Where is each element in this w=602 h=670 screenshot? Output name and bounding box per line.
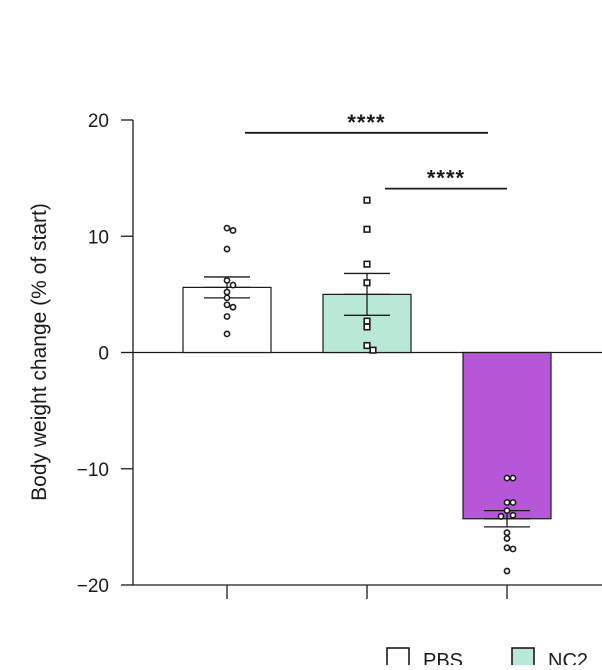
bars — [182, 286, 552, 520]
data-point — [229, 281, 237, 289]
significance-label: **** — [347, 110, 385, 135]
data-point — [503, 544, 511, 552]
y-tick-label: 20 — [88, 111, 109, 132]
legend-label: PBS — [423, 650, 463, 665]
data-point — [509, 545, 517, 553]
data-point — [363, 225, 371, 233]
significance-brackets: **** **** — [245, 110, 507, 191]
data-point — [503, 474, 511, 482]
y-axis-title: Body weight change (% of start) — [28, 203, 51, 501]
data-point — [223, 288, 231, 296]
bar — [462, 351, 552, 520]
data-point — [223, 224, 231, 232]
data-point — [509, 499, 517, 506]
data-point — [503, 529, 511, 537]
legend-label: NC2 — [548, 650, 588, 665]
data-point — [509, 474, 517, 482]
data-point — [229, 227, 237, 234]
data-point — [503, 507, 511, 514]
data-point — [363, 260, 371, 268]
legend: PBS NC2 — [386, 647, 588, 670]
y-tick-label: −20 — [77, 576, 109, 597]
data-point — [369, 346, 377, 354]
data-point — [497, 513, 505, 520]
data-point — [223, 245, 231, 253]
legend-swatch — [511, 647, 535, 670]
data-point — [503, 499, 511, 506]
legend-swatch — [386, 647, 410, 670]
data-point — [223, 301, 231, 309]
data-point — [363, 317, 371, 325]
data-point — [363, 341, 371, 350]
data-point — [363, 279, 371, 287]
data-point — [223, 277, 231, 284]
data-point — [363, 196, 371, 204]
data-point — [363, 323, 371, 331]
y-tick-label: −10 — [77, 460, 109, 481]
data-point — [503, 567, 511, 575]
data-point — [509, 511, 517, 519]
y-tick-label: 10 — [88, 227, 109, 248]
data-point — [229, 303, 237, 311]
data-point — [223, 294, 231, 302]
data-points — [223, 196, 517, 575]
data-point — [223, 313, 231, 320]
data-point — [223, 330, 231, 338]
data-point — [503, 535, 511, 542]
y-tick-label: 0 — [98, 344, 109, 365]
significance-label: **** — [427, 166, 465, 191]
